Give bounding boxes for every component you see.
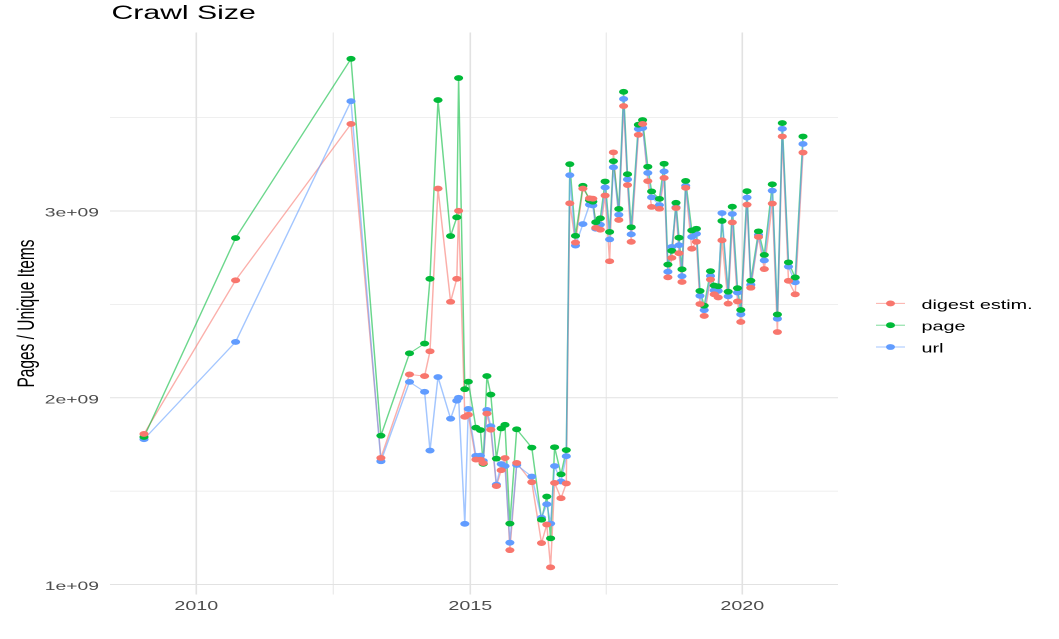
svg-text:Pages / Unique Items: Pages / Unique Items bbox=[14, 239, 40, 387]
svg-text:page: page bbox=[922, 319, 966, 333]
svg-text:digest estim.: digest estim. bbox=[922, 297, 1033, 311]
svg-text:2015: 2015 bbox=[448, 598, 492, 612]
svg-text:url: url bbox=[922, 341, 944, 355]
svg-text:2e+09: 2e+09 bbox=[45, 393, 99, 407]
svg-text:3e+09: 3e+09 bbox=[45, 206, 99, 220]
svg-text:1e+09: 1e+09 bbox=[45, 579, 99, 593]
svg-text:2010: 2010 bbox=[174, 598, 218, 612]
svg-text:Crawl Size: Crawl Size bbox=[112, 2, 256, 23]
svg-text:2020: 2020 bbox=[720, 598, 764, 612]
